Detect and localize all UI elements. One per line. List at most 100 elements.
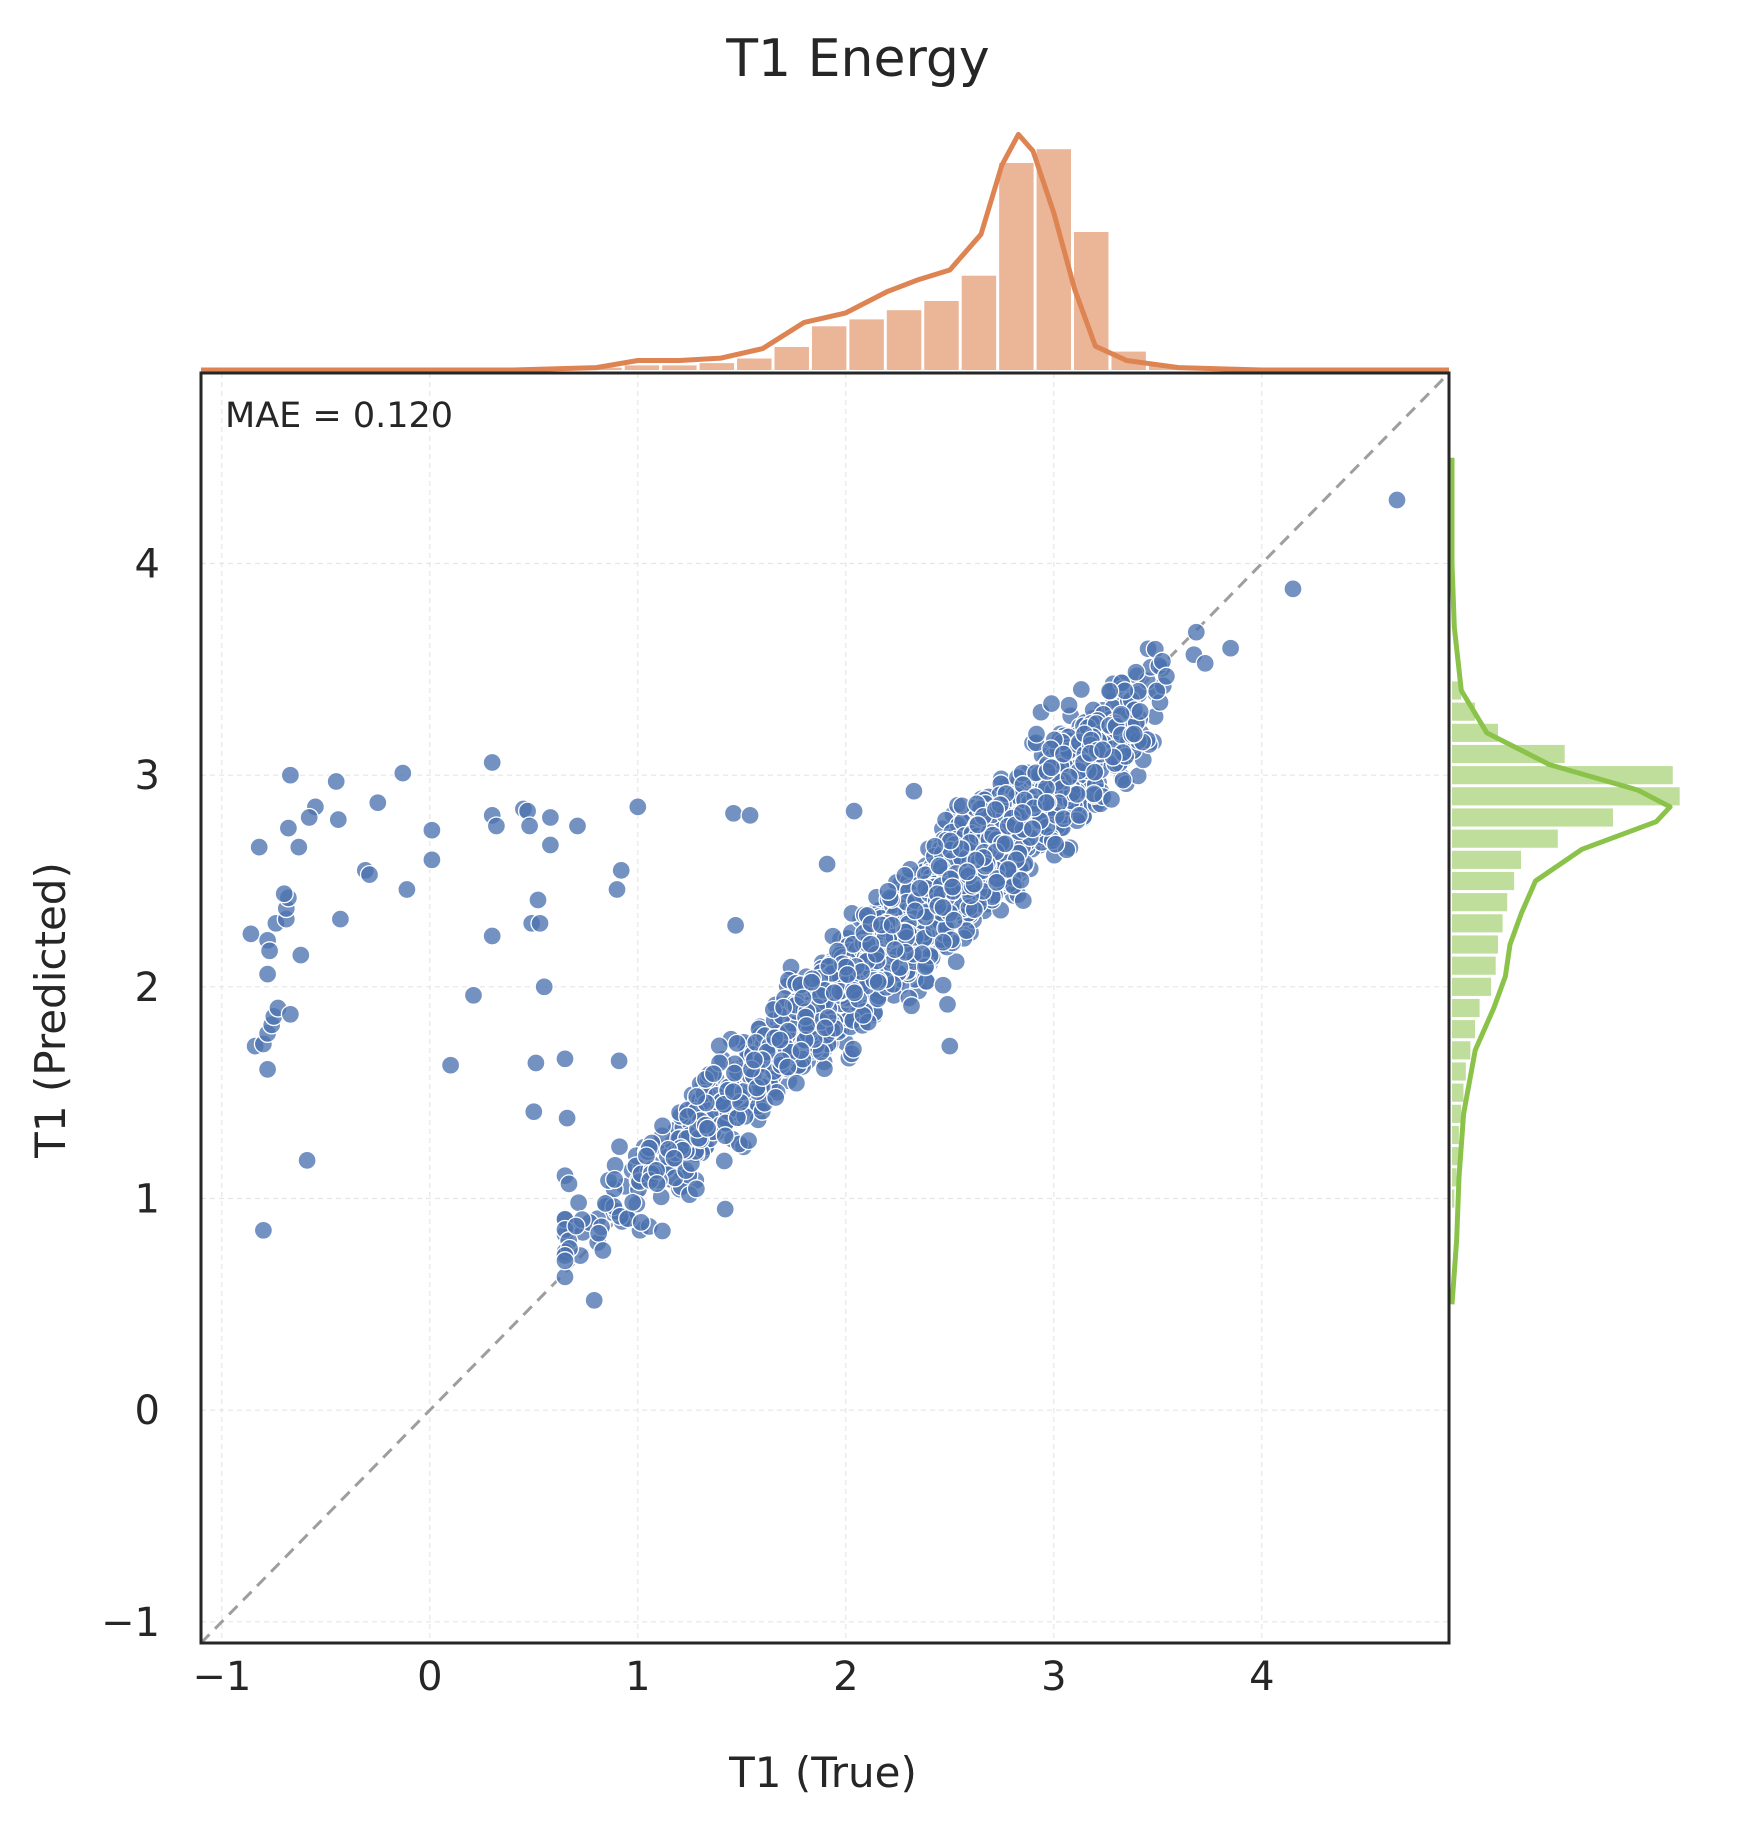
y-axis-label: T1 (Predicted) [26,862,75,1159]
data-point [929,856,949,876]
top-hist-bar [624,365,660,370]
data-point [878,881,898,901]
data-point [861,934,881,954]
data-point [837,964,858,985]
data-point [1041,693,1062,714]
data-point [280,765,301,785]
x-tick-label: 1 [625,1654,650,1700]
data-point [714,1151,734,1171]
data-point [1059,695,1079,715]
right-hist-bar [1452,1041,1471,1060]
data-point [652,1116,673,1136]
data-point [299,807,319,828]
data-point [326,771,346,792]
right-hist-bar [1452,787,1680,806]
data-point [1053,809,1074,829]
data-point [664,1148,684,1168]
data-point [584,1290,604,1310]
data-point [359,864,380,885]
top-hist-bar [662,365,697,370]
x-tick-label: 2 [833,1654,858,1700]
data-point [1126,662,1146,682]
data-point [766,1087,786,1108]
data-point [1099,681,1120,701]
data-point [968,815,988,835]
x-tick-label: 0 [417,1654,442,1700]
data-point [738,1130,759,1151]
data-point [957,862,977,882]
data-point [727,1033,747,1054]
data-point [393,763,413,783]
data-point [1045,834,1066,854]
data-point [773,997,794,1018]
data-point [241,924,261,944]
top-hist-bar [849,319,884,370]
data-point [725,915,746,936]
data-point [956,920,977,941]
data-point [844,983,865,1003]
data-point [715,1199,735,1219]
data-point [905,901,925,921]
data-point [1012,802,1033,823]
x-axis-label: T1 (True) [728,1748,917,1797]
data-point [540,835,561,855]
tick-labels: −1 −1 0 0 1 1 2 2 3 3 4 4 [101,542,1274,1701]
data-point [1036,792,1056,813]
data-point [530,913,550,933]
y-tick-label: 0 [135,1388,160,1434]
data-point [1156,666,1177,686]
top-histogram [201,131,1449,373]
data-point [778,1057,798,1077]
data-point [647,1173,667,1194]
data-point [937,994,958,1014]
data-point [628,797,648,817]
top-hist-bar [924,301,959,370]
scatter-points [241,490,1407,1310]
data-point [1069,805,1089,826]
data-point [744,1050,765,1070]
data-point [933,897,953,918]
data-point [796,1015,817,1036]
data-point [882,915,902,935]
data-point [853,1005,873,1025]
data-point [534,977,554,997]
data-point [998,859,1018,880]
y-tick-label: 2 [135,965,160,1011]
data-point [259,941,280,961]
data-point [636,1146,657,1166]
data-point [1195,653,1215,674]
data-point [463,985,484,1005]
right-hist-bar [1452,766,1673,785]
data-point [715,1126,735,1146]
data-point [770,1030,790,1050]
data-point [422,850,442,870]
data-point [844,801,864,821]
data-point [328,809,348,830]
right-hist-bar [1452,935,1498,954]
top-hist-bar [999,163,1034,370]
data-point [1013,890,1033,911]
right-hist-bar [1452,914,1503,933]
data-point [1113,770,1133,790]
top-hist-bar [737,358,772,370]
data-point [589,1223,609,1243]
data-point [274,884,294,904]
data-point [925,836,945,856]
data-point [885,939,905,960]
data-point [895,865,915,886]
right-hist-bar [1452,850,1521,869]
data-point [1220,638,1241,658]
right-hist-bar [1452,1125,1459,1145]
data-point [697,1118,718,1138]
top-hist-bar [587,367,622,370]
data-point [793,988,813,1008]
data-point [933,975,953,995]
data-point [933,932,953,952]
top-hist-bar [774,347,809,370]
data-point [944,910,964,930]
y-tick-label: 3 [135,753,160,799]
data-point [253,1220,274,1240]
y-tick-label: −1 [101,1600,160,1646]
data-point [568,1193,589,1213]
